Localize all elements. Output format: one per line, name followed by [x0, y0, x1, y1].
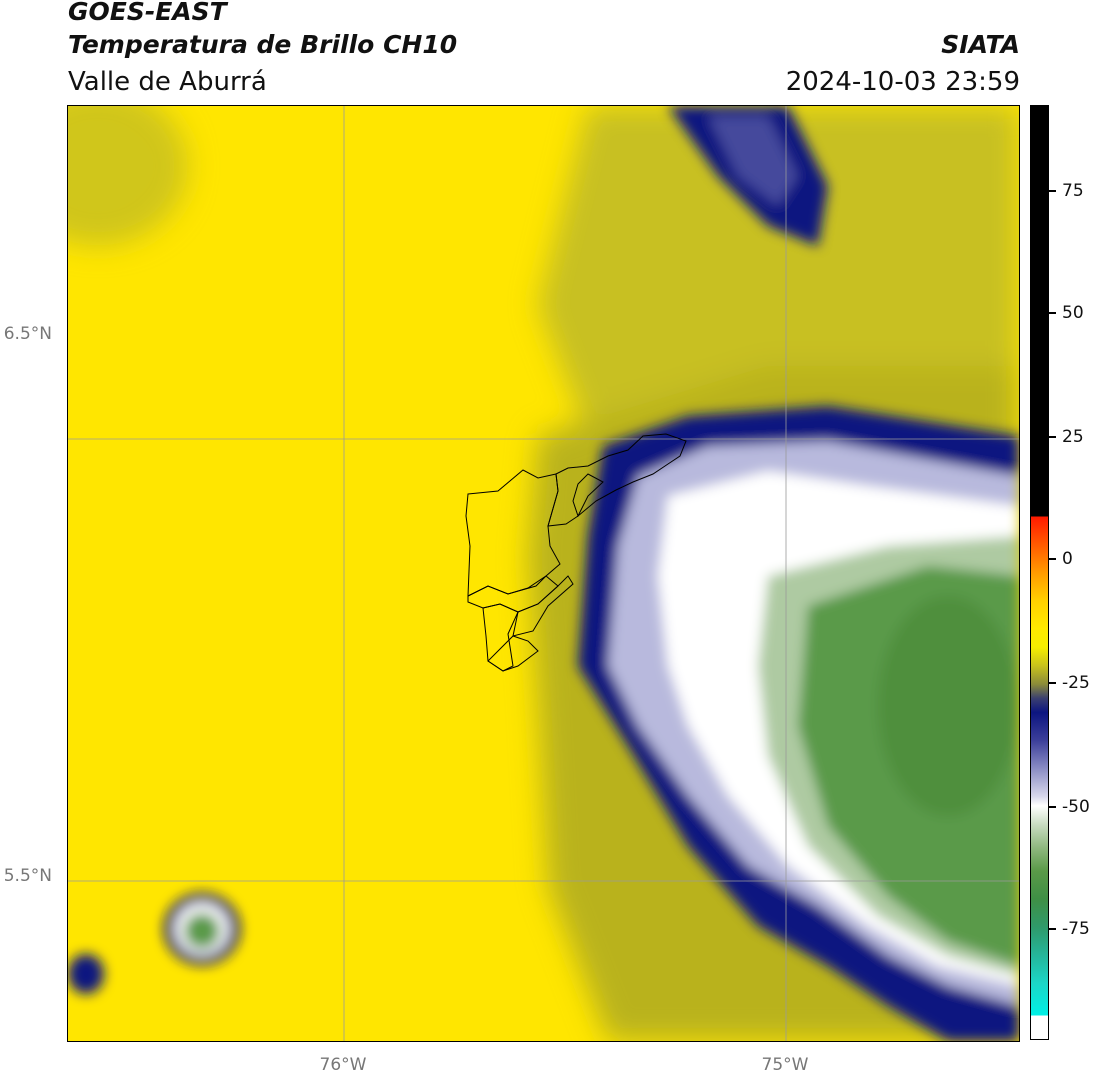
product-title: Temperatura de Brillo CH10: [68, 30, 458, 59]
colorbar-tick: [1049, 312, 1056, 314]
municipality-boundaries: [465, 433, 687, 672]
map-canvas: [68, 106, 1019, 1041]
satellite-title: GOES-EAST: [68, 0, 227, 26]
colorbar-label-neg75: -75: [1062, 919, 1090, 939]
colorbar-label-neg25: -25: [1062, 673, 1090, 693]
colorbar-label-neg50: -50: [1062, 797, 1090, 817]
satellite-map[interactable]: [67, 105, 1020, 1042]
colorbar: [1030, 105, 1049, 1040]
colorbar-tick: [1049, 558, 1056, 560]
colorbar-tick: [1049, 682, 1056, 684]
colorbar-label-25: 25: [1062, 427, 1084, 447]
lon-label-east: 75°W: [761, 1055, 809, 1075]
colorbar-tick: [1049, 190, 1056, 192]
colorbar-label-50: 50: [1062, 303, 1084, 323]
lat-label-north: 6.5°N: [3, 324, 52, 344]
lat-label-south: 5.5°N: [3, 866, 52, 886]
region-subtitle: Valle de Aburrá: [68, 67, 267, 97]
lon-label-west: 76°W: [319, 1055, 367, 1075]
colorbar-tick: [1049, 436, 1056, 438]
timestamp-label: 2024-10-03 23:59: [785, 67, 1020, 97]
colorbar-tick: [1049, 806, 1056, 808]
cloud-system: [578, 106, 1019, 1041]
organization-label: SIATA: [941, 30, 1020, 59]
graticule: [68, 106, 1019, 1041]
colorbar-label-0: 0: [1062, 549, 1073, 569]
small-cloud-cells: [68, 893, 240, 994]
colorbar-tick: [1049, 928, 1056, 930]
colorbar-label-75: 75: [1062, 181, 1084, 201]
